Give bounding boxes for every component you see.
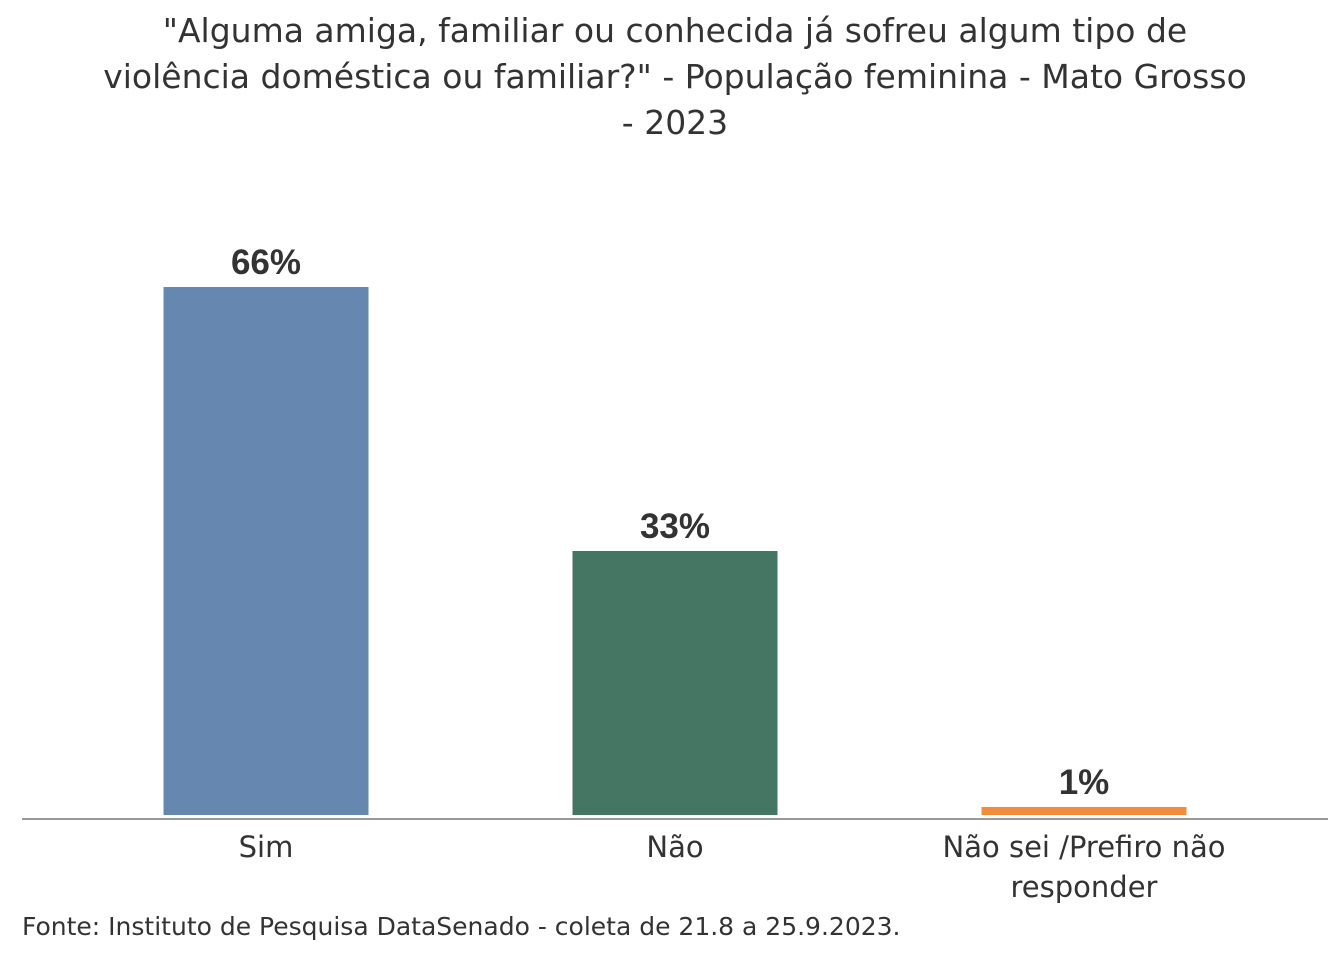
data-label-1: 66% [231, 243, 301, 282]
x-tick-label-3: responder [1011, 870, 1158, 904]
chart-title: "Alguma amiga, familiar ou conhecida já … [103, 11, 1247, 142]
bar-3 [981, 807, 1187, 815]
bar-2 [572, 551, 778, 815]
x-tick-label-3: Não sei /Prefiro não [943, 830, 1226, 864]
source-note: Fonte: Instituto de Pesquisa DataSenado … [22, 912, 901, 941]
x-tick-label-2: Não [646, 830, 703, 864]
data-label-2: 33% [640, 507, 710, 546]
bar-1 [163, 287, 369, 815]
data-label-3: 1% [1059, 763, 1110, 802]
x-tick-label-1: Sim [239, 830, 294, 864]
